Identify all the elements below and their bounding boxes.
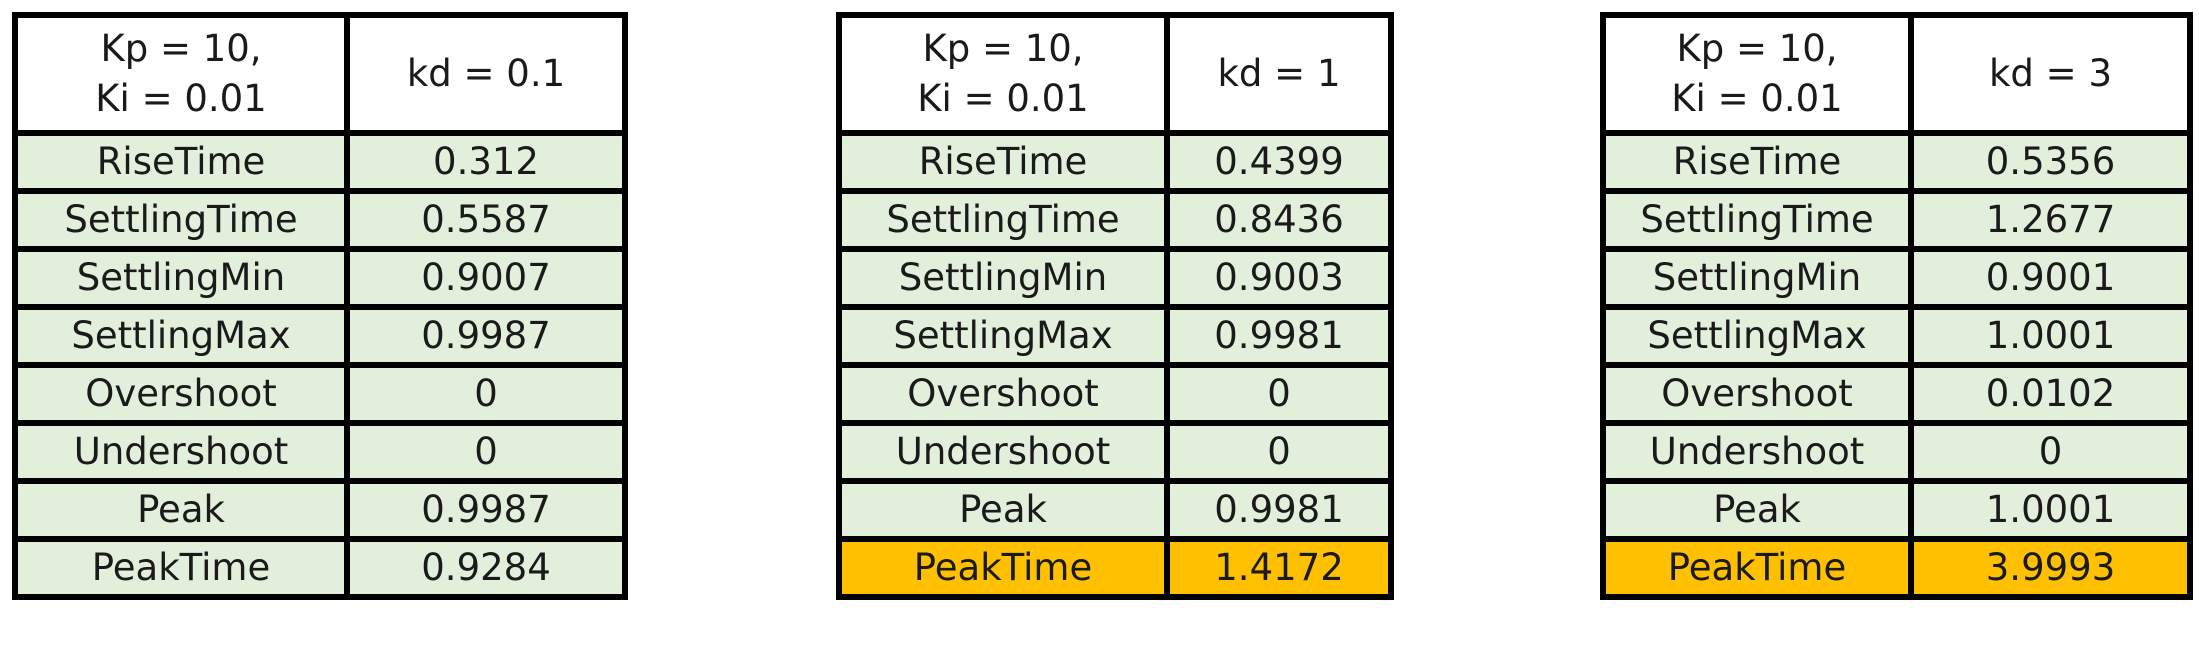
metric-value: 1.0001 bbox=[1908, 478, 2193, 542]
metrics-table-kd-0-1: Kp = 10, Ki = 0.01 kd = 0.1 RiseTime 0.3… bbox=[12, 12, 628, 600]
table-row-highlighted: PeakTime 3.9993 bbox=[1600, 536, 2193, 600]
table-row: SettlingMax 1.0001 bbox=[1600, 304, 2193, 368]
metric-value: 0.9007 bbox=[344, 246, 628, 310]
metric-value: 1.2677 bbox=[1908, 188, 2193, 252]
table-header-row: Kp = 10, Ki = 0.01 kd = 3 bbox=[1600, 12, 2193, 136]
metric-value: 0.0102 bbox=[1908, 362, 2193, 426]
table-row: Peak 0.9981 bbox=[836, 478, 1394, 542]
metric-value: 0.9981 bbox=[1164, 478, 1394, 542]
gain-header-cell: Kp = 10, Ki = 0.01 bbox=[1600, 12, 1914, 136]
metric-value: 0.9003 bbox=[1164, 246, 1394, 310]
table-row: Undershoot 0 bbox=[12, 420, 628, 484]
metric-value: 0.9987 bbox=[344, 304, 628, 368]
table-row: RiseTime 0.312 bbox=[12, 130, 628, 194]
table-row: SettlingMax 0.9981 bbox=[836, 304, 1394, 368]
ki-label: Ki = 0.01 bbox=[1671, 77, 1843, 120]
metric-label: SettlingMin bbox=[1600, 246, 1914, 310]
metric-label: PeakTime bbox=[12, 536, 350, 600]
metric-label: Overshoot bbox=[12, 362, 350, 426]
metric-value: 0 bbox=[1164, 362, 1394, 426]
metric-value: 0 bbox=[1908, 420, 2193, 484]
table-row: SettlingMin 0.9001 bbox=[1600, 246, 2193, 310]
gain-header-cell: Kp = 10, Ki = 0.01 bbox=[12, 12, 350, 136]
metric-label: SettlingTime bbox=[12, 188, 350, 252]
metric-label: SettlingMax bbox=[1600, 304, 1914, 368]
table-row: SettlingMax 0.9987 bbox=[12, 304, 628, 368]
metric-label: Peak bbox=[12, 478, 350, 542]
table-row: RiseTime 0.5356 bbox=[1600, 130, 2193, 194]
metric-label: Undershoot bbox=[836, 420, 1170, 484]
table-row: Overshoot 0.0102 bbox=[1600, 362, 2193, 426]
metric-label: RiseTime bbox=[836, 130, 1170, 194]
table-header-row: Kp = 10, Ki = 0.01 kd = 1 bbox=[836, 12, 1394, 136]
metric-value: 3.9993 bbox=[1908, 536, 2193, 600]
metric-label: RiseTime bbox=[12, 130, 350, 194]
metrics-table-kd-1: Kp = 10, Ki = 0.01 kd = 1 RiseTime 0.439… bbox=[836, 12, 1394, 600]
metric-value: 0 bbox=[344, 420, 628, 484]
kd-header-cell: kd = 1 bbox=[1164, 12, 1394, 136]
table-row: PeakTime 0.9284 bbox=[12, 536, 628, 600]
table-row-highlighted: PeakTime 1.4172 bbox=[836, 536, 1394, 600]
metric-label: Peak bbox=[836, 478, 1170, 542]
table-row: Undershoot 0 bbox=[1600, 420, 2193, 484]
metric-label: Peak bbox=[1600, 478, 1914, 542]
metric-label: SettlingTime bbox=[1600, 188, 1914, 252]
metric-value: 0.4399 bbox=[1164, 130, 1394, 194]
metric-value: 0.9284 bbox=[344, 536, 628, 600]
table-row: Peak 1.0001 bbox=[1600, 478, 2193, 542]
metric-value: 0.312 bbox=[344, 130, 628, 194]
table-row: Overshoot 0 bbox=[836, 362, 1394, 426]
kd-header-cell: kd = 0.1 bbox=[344, 12, 628, 136]
gain-header-cell: Kp = 10, Ki = 0.01 bbox=[836, 12, 1170, 136]
metric-value: 0.5356 bbox=[1908, 130, 2193, 194]
metric-value: 0.5587 bbox=[344, 188, 628, 252]
kp-label: Kp = 10, bbox=[100, 27, 262, 71]
kp-label: Kp = 10, bbox=[1676, 27, 1838, 71]
metric-value: 1.0001 bbox=[1908, 304, 2193, 368]
table-row: SettlingTime 0.5587 bbox=[12, 188, 628, 252]
table-row: Undershoot 0 bbox=[836, 420, 1394, 484]
metric-label: Undershoot bbox=[1600, 420, 1914, 484]
ki-label: Ki = 0.01 bbox=[95, 77, 267, 120]
metric-label: SettlingMin bbox=[12, 246, 350, 310]
kp-label: Kp = 10, bbox=[922, 27, 1084, 71]
metric-value: 0.9987 bbox=[344, 478, 628, 542]
metrics-table-kd-3: Kp = 10, Ki = 0.01 kd = 3 RiseTime 0.535… bbox=[1600, 12, 2193, 600]
metric-label: PeakTime bbox=[1600, 536, 1914, 600]
metric-value: 0.9981 bbox=[1164, 304, 1394, 368]
metric-label: SettlingMax bbox=[836, 304, 1170, 368]
metric-label: SettlingMax bbox=[12, 304, 350, 368]
table-row: Overshoot 0 bbox=[12, 362, 628, 426]
table-row: RiseTime 0.4399 bbox=[836, 130, 1394, 194]
metric-value: 0 bbox=[1164, 420, 1394, 484]
table-row: SettlingTime 1.2677 bbox=[1600, 188, 2193, 252]
table-header-row: Kp = 10, Ki = 0.01 kd = 0.1 bbox=[12, 12, 628, 136]
kd-header-cell: kd = 3 bbox=[1908, 12, 2193, 136]
metric-label: Overshoot bbox=[1600, 362, 1914, 426]
metric-label: Undershoot bbox=[12, 420, 350, 484]
table-row: SettlingMin 0.9007 bbox=[12, 246, 628, 310]
metric-label: RiseTime bbox=[1600, 130, 1914, 194]
metric-label: PeakTime bbox=[836, 536, 1170, 600]
ki-label: Ki = 0.01 bbox=[917, 77, 1089, 120]
metric-value: 0.8436 bbox=[1164, 188, 1394, 252]
metric-label: SettlingMin bbox=[836, 246, 1170, 310]
table-row: SettlingMin 0.9003 bbox=[836, 246, 1394, 310]
metric-value: 0.9001 bbox=[1908, 246, 2193, 310]
metric-label: Overshoot bbox=[836, 362, 1170, 426]
table-row: SettlingTime 0.8436 bbox=[836, 188, 1394, 252]
table-row: Peak 0.9987 bbox=[12, 478, 628, 542]
metric-value: 1.4172 bbox=[1164, 536, 1394, 600]
metric-label: SettlingTime bbox=[836, 188, 1170, 252]
metric-value: 0 bbox=[344, 362, 628, 426]
